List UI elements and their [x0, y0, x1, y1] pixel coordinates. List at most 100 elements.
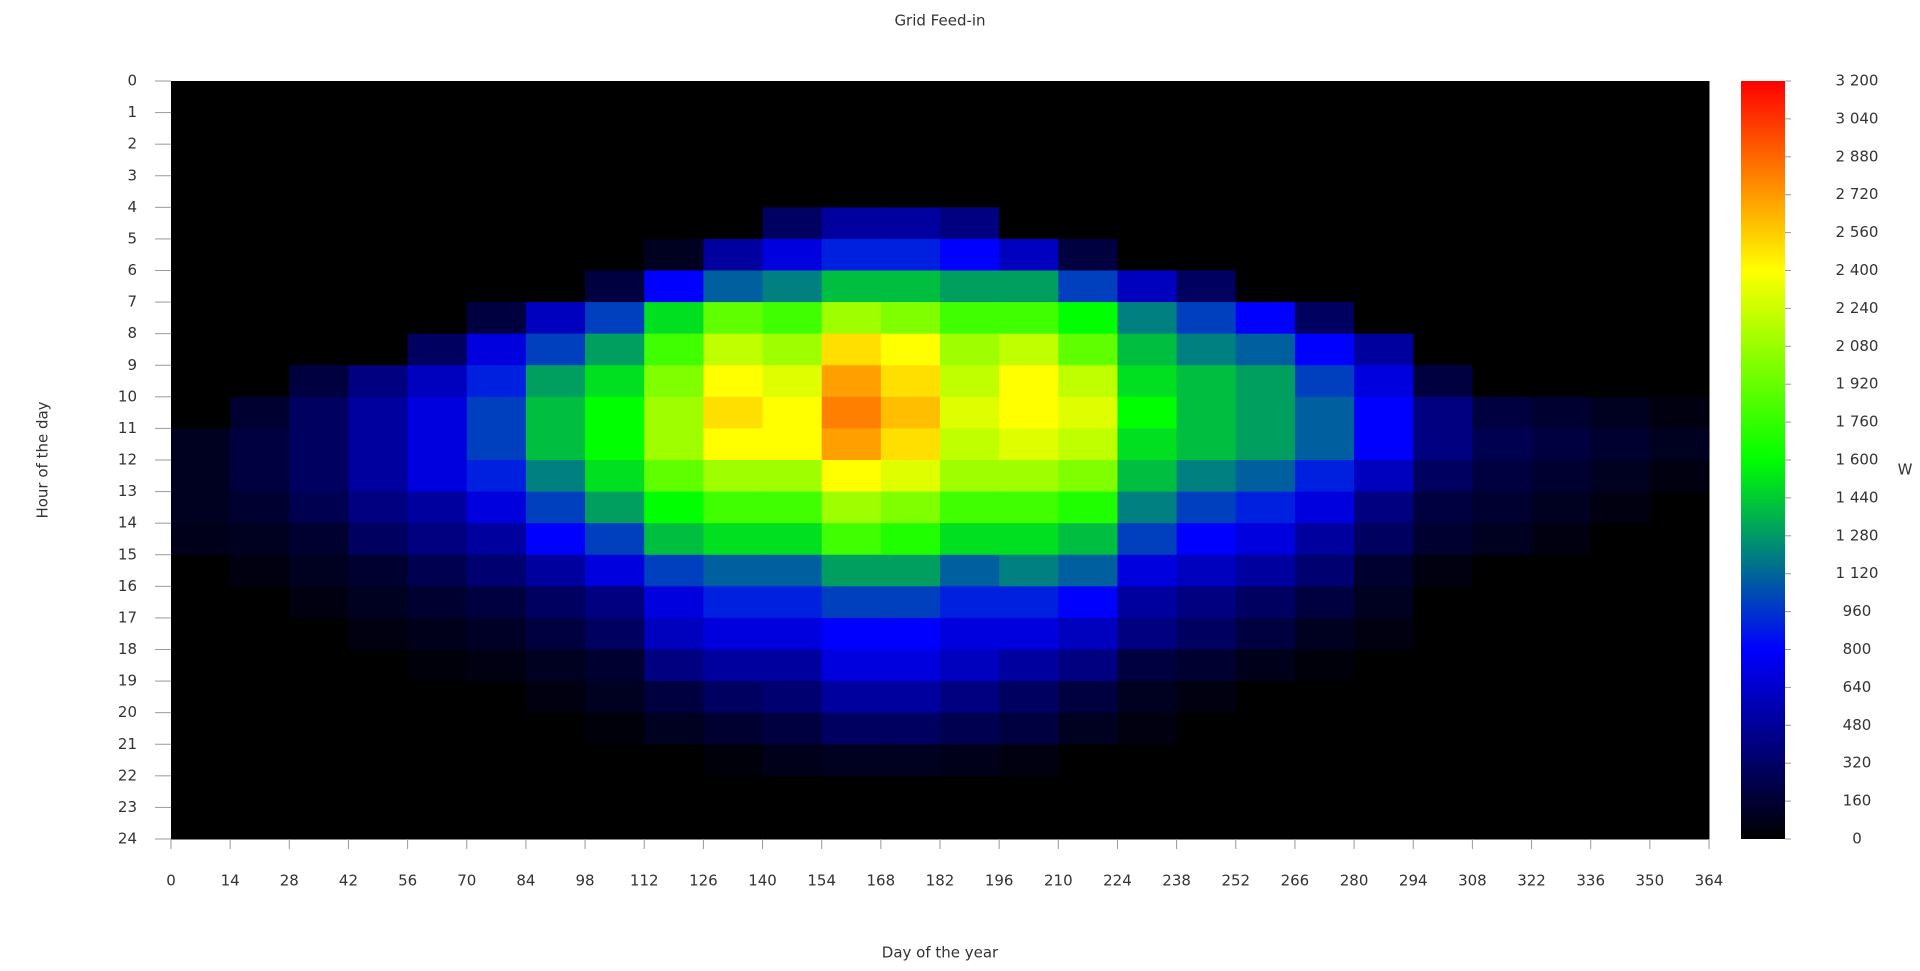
heat-cell: [762, 396, 823, 429]
heat-cell: [348, 144, 409, 177]
heat-cell: [525, 491, 586, 524]
heat-cell: [1117, 396, 1178, 429]
heat-cell: [1590, 428, 1651, 461]
heat-cell: [1235, 175, 1296, 208]
heat-cell: [1590, 302, 1651, 335]
heat-cell: [762, 491, 823, 524]
heat-cell: [1354, 207, 1414, 240]
heat-cell: [525, 744, 586, 777]
heat-cell: [644, 175, 704, 208]
heat-cell: [762, 365, 823, 398]
y-tick-label: 10: [118, 387, 137, 405]
heat-cell: [940, 586, 1000, 619]
heat-cell: [703, 523, 764, 556]
heat-cell: [348, 744, 409, 777]
heat-cell: [230, 175, 290, 208]
heat-cell: [1058, 491, 1118, 524]
heat-cell: [1649, 744, 1710, 777]
heat-cell: [703, 365, 764, 398]
heat-cell: [940, 428, 1000, 461]
heat-cell: [940, 302, 1000, 335]
x-tick-label: 308: [1458, 872, 1487, 890]
heat-cell: [525, 302, 586, 335]
heat-cell: [230, 807, 290, 840]
heat-cell: [1117, 807, 1178, 840]
heat-cell: [348, 523, 409, 556]
heat-cell: [940, 81, 1000, 114]
heat-cell: [644, 523, 704, 556]
heat-cell: [585, 744, 645, 777]
heat-cell: [585, 712, 645, 745]
x-tick-label: 56: [398, 872, 417, 890]
heat-cell: [1117, 112, 1178, 145]
x-tick-label: 294: [1399, 872, 1428, 890]
colorbar-tick-label: 2 240: [1836, 299, 1879, 317]
heat-cell: [762, 554, 823, 587]
y-tick-label: 21: [118, 735, 137, 753]
heat-cell: [880, 807, 941, 840]
heat-cell: [821, 365, 882, 398]
heat-cell: [1235, 428, 1296, 461]
heat-cell: [703, 81, 764, 114]
heat-cell: [762, 586, 823, 619]
heat-cell: [880, 775, 941, 808]
heat-cell: [1058, 617, 1118, 650]
heat-cell: [1058, 396, 1118, 429]
heat-cell: [1294, 491, 1355, 524]
heat-cell: [171, 302, 231, 335]
heat-cell: [171, 712, 231, 745]
heat-cell: [1294, 554, 1355, 587]
heat-cell: [1531, 586, 1592, 619]
heat-cell: [703, 396, 764, 429]
heat-cell: [1354, 554, 1414, 587]
heat-cell: [880, 238, 941, 271]
heat-cell: [940, 681, 1000, 714]
heat-cell: [466, 586, 527, 619]
heat-cell: [466, 81, 527, 114]
heat-cell: [1176, 523, 1237, 556]
heat-cell: [644, 365, 704, 398]
heat-cell: [1590, 81, 1651, 114]
heat-cell: [1058, 428, 1118, 461]
heat-cell: [171, 775, 231, 808]
heat-cell: [1531, 112, 1592, 145]
heat-cell: [1235, 207, 1296, 240]
heat-cell: [1472, 554, 1533, 587]
heat-cell: [1590, 744, 1651, 777]
heat-cell: [1354, 270, 1414, 303]
heat-cell: [230, 523, 290, 556]
heat-cell: [880, 175, 941, 208]
heat-cell: [940, 112, 1000, 145]
heat-cell: [940, 396, 1000, 429]
heat-cell: [348, 207, 409, 240]
heat-cell: [644, 491, 704, 524]
heat-cell: [1117, 744, 1178, 777]
heat-cell: [466, 807, 527, 840]
heat-cell: [1590, 238, 1651, 271]
heat-cell: [1413, 554, 1473, 587]
heat-cell: [466, 365, 527, 398]
heat-cell: [1590, 523, 1651, 556]
y-tick-label: 14: [118, 514, 137, 532]
heat-cell: [940, 617, 1000, 650]
heat-cell: [644, 586, 704, 619]
heat-cell: [703, 681, 764, 714]
heat-cell: [940, 775, 1000, 808]
heat-cell: [407, 428, 468, 461]
heat-cell: [1058, 681, 1118, 714]
heat-cell: [703, 554, 764, 587]
heat-cell: [940, 270, 1000, 303]
heat-cell: [940, 554, 1000, 587]
heat-cell: [289, 81, 349, 114]
heat-cell: [1117, 491, 1178, 524]
heat-cell: [1354, 112, 1414, 145]
heat-cell: [1472, 681, 1533, 714]
y-tick-label: 19: [118, 672, 137, 690]
x-tick-label: 42: [339, 872, 358, 890]
heat-cell: [1413, 365, 1473, 398]
heat-cell: [348, 460, 409, 493]
heat-cell: [289, 744, 349, 777]
heat-cell: [230, 744, 290, 777]
heat-cell: [1235, 302, 1296, 335]
heat-cell: [1413, 681, 1473, 714]
